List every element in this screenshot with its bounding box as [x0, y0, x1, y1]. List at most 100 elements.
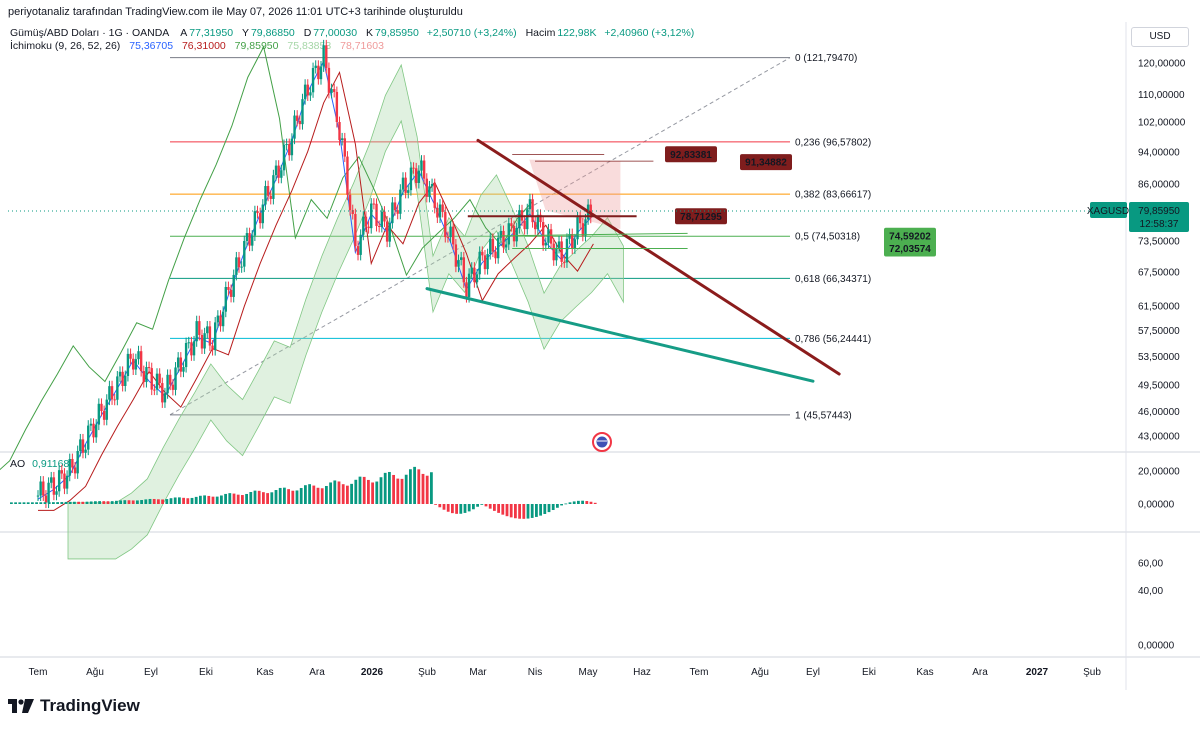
- candle-body: [195, 321, 198, 342]
- candle-body: [478, 251, 481, 275]
- candle-body: [322, 45, 325, 67]
- candle-body: [327, 67, 331, 93]
- ohlc-legend: Gümüş/ABD Doları · 1G · OANDA A 77,31950 …: [10, 27, 696, 39]
- time-axis-tick: Eyl: [144, 667, 158, 678]
- ao-bar: [73, 501, 76, 504]
- kijun-sen-line: [38, 70, 594, 511]
- candle-body: [449, 226, 452, 238]
- ao-bar: [350, 483, 353, 504]
- ao-bar: [278, 487, 282, 504]
- candle-body: [179, 357, 183, 372]
- ao-bar: [157, 499, 160, 504]
- ao-bar: [245, 493, 248, 504]
- ao-bar: [572, 501, 576, 504]
- ao-bar: [413, 466, 416, 504]
- candle-body: [235, 257, 238, 275]
- ao-bar: [493, 504, 496, 511]
- time-axis-tick: Eki: [862, 667, 876, 678]
- candle-body: [176, 357, 180, 368]
- symbol-label[interactable]: Gümüş/ABD Doları · 1G · OANDA: [10, 27, 170, 39]
- candle-body: [89, 423, 93, 426]
- candle-body: [216, 315, 220, 323]
- candle-body: [396, 210, 399, 214]
- candle-body: [462, 257, 466, 283]
- rsi-axis-tick: 40,00: [1138, 586, 1163, 597]
- volume-label: Hacim: [525, 27, 556, 39]
- candle-body: [203, 333, 206, 349]
- ao-bar: [346, 485, 349, 504]
- ao-bar: [26, 502, 30, 504]
- candle-body: [261, 204, 265, 224]
- price-axis-tick: 102,00000: [1138, 118, 1186, 129]
- ao-bar: [127, 500, 131, 504]
- candle-body: [483, 255, 487, 270]
- candle-body: [547, 229, 550, 243]
- candle-body: [110, 386, 114, 400]
- ao-bar: [22, 502, 26, 504]
- ao-bar: [312, 485, 316, 504]
- candle-body: [285, 144, 288, 146]
- time-axis-tick: Eyl: [806, 667, 820, 678]
- candle-body: [377, 225, 381, 227]
- ao-bar: [560, 504, 563, 506]
- ao-bar: [320, 488, 324, 504]
- candle-body: [169, 374, 172, 385]
- ao-bar: [530, 504, 534, 518]
- price-tag[interactable]: 72,03574: [884, 240, 936, 257]
- candle-body: [158, 373, 161, 384]
- ao-bar: [341, 484, 345, 504]
- price-tag[interactable]: 91,34882: [740, 154, 792, 171]
- ao-bar: [497, 504, 500, 513]
- candle-body: [335, 91, 339, 123]
- horizontal-ray[interactable]: [500, 232, 688, 237]
- ao-bar: [367, 479, 370, 504]
- us-flag-event-icon[interactable]: [592, 432, 612, 452]
- price-tag-box: [675, 208, 727, 225]
- candlestick-series[interactable]: [36, 39, 592, 509]
- ao-bar: [190, 497, 194, 504]
- ao-bar: [178, 497, 181, 504]
- candle-body: [76, 450, 79, 474]
- ao-bar: [43, 502, 47, 504]
- candle-body: [139, 351, 143, 372]
- ao-bar: [589, 501, 593, 504]
- time-axis-tick: Mar: [469, 667, 487, 678]
- ao-legend[interactable]: AO 0,91168: [10, 458, 69, 470]
- ao-bar: [262, 492, 265, 504]
- candle-body: [401, 177, 405, 190]
- ichimoku-legend[interactable]: İchimoku (9, 26, 52, 26) 75,36705 76,310…: [10, 40, 386, 52]
- price-tag[interactable]: 74,59202: [884, 227, 936, 244]
- ao-bar: [102, 501, 106, 504]
- price-tag[interactable]: 92,83381: [665, 146, 717, 163]
- ao-bar: [257, 490, 261, 504]
- candle-body: [232, 274, 235, 297]
- candle-body: [375, 203, 378, 226]
- candle-body: [555, 247, 558, 261]
- ichimoku-value: 75,83853: [287, 40, 332, 52]
- candle-body: [348, 194, 352, 211]
- candle-body: [507, 223, 510, 245]
- candle-body: [229, 289, 233, 297]
- candle-body: [50, 477, 53, 483]
- currency-button[interactable]: USD: [1131, 27, 1189, 47]
- candle-body: [372, 203, 376, 205]
- price-axis-tick: 49,50000: [1138, 380, 1180, 391]
- candle-body: [277, 165, 280, 178]
- price-tag[interactable]: 78,71295: [675, 208, 727, 225]
- fib-retracement[interactable]: 0 (121,79470) 0,236 (96,57802) 0,382 (83,6…: [169, 53, 871, 421]
- candle-body: [428, 186, 431, 197]
- current-price-badge[interactable]: XAGUSD 79,85950 12:58:37: [1087, 202, 1189, 233]
- candle-body: [494, 251, 497, 259]
- ao-bar: [119, 500, 122, 504]
- tradingview-logo: TradingView: [8, 696, 140, 716]
- price-tag-box: [884, 227, 936, 244]
- candle-body: [417, 170, 421, 183]
- descending-resistance-trendline[interactable]: [476, 138, 841, 376]
- candle-body: [63, 473, 66, 489]
- candle-body: [578, 217, 582, 224]
- ao-bar: [211, 496, 215, 504]
- descending-support-trendline[interactable]: [425, 287, 815, 383]
- ao-bar: [375, 481, 379, 504]
- candle-body: [430, 184, 434, 187]
